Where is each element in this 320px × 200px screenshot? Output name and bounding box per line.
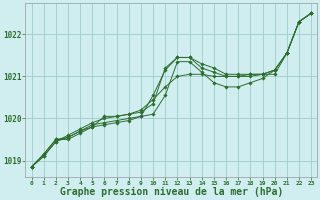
- X-axis label: Graphe pression niveau de la mer (hPa): Graphe pression niveau de la mer (hPa): [60, 187, 283, 197]
